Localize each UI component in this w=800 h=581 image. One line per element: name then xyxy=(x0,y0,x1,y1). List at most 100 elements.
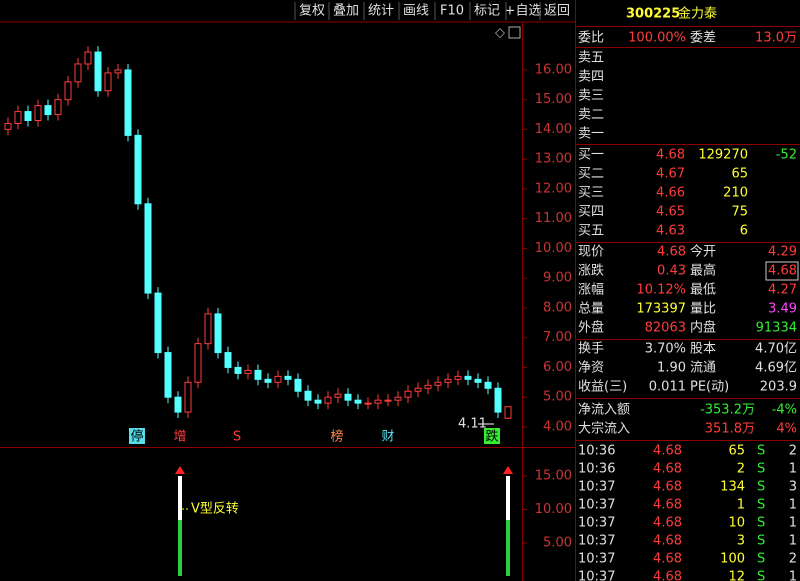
candle-body xyxy=(154,292,162,354)
candle-body xyxy=(464,375,472,380)
stat-label: 股本 xyxy=(690,342,716,357)
trade-cell: S xyxy=(757,462,765,477)
candle-body xyxy=(434,381,442,386)
candle-body xyxy=(214,313,222,354)
bid-label: 买二 xyxy=(578,167,604,182)
toolbar-button[interactable]: F10 xyxy=(440,4,464,19)
candle-body xyxy=(74,63,82,83)
bid-value: 4.68 xyxy=(656,148,685,163)
bid-value: -52 xyxy=(776,148,797,163)
trade-cell: 1 xyxy=(789,570,797,581)
candle-body xyxy=(124,69,132,136)
diamond-icon[interactable]: ◇ xyxy=(495,26,505,41)
stat-value: 91334 xyxy=(756,321,797,336)
y-tick-label: 5.00 xyxy=(543,390,572,405)
candle-body xyxy=(64,81,72,101)
trade-cell: S xyxy=(757,516,765,531)
stat-value: 4.68 xyxy=(768,264,797,279)
toolbar-button[interactable]: +自选 xyxy=(505,4,542,19)
candle-body xyxy=(244,369,252,374)
candle-body xyxy=(4,122,12,130)
event-marker: S xyxy=(233,430,241,445)
trade-cell: 10 xyxy=(728,516,745,531)
trade-cell: 1 xyxy=(737,498,745,513)
ask-label: 卖二 xyxy=(578,108,604,123)
y-tick-label: 4.00 xyxy=(543,419,572,434)
candle-body xyxy=(174,396,182,413)
trade-cell: 2 xyxy=(789,444,797,459)
candle-body xyxy=(304,390,312,401)
stat-value: 82063 xyxy=(645,321,686,336)
toolbar-button[interactable]: 复权 xyxy=(299,3,325,19)
y-tick-label: 9.00 xyxy=(543,271,572,286)
stat-value: 1.90 xyxy=(657,361,686,376)
bid-value: 75 xyxy=(731,205,748,220)
row-value: 100.00% xyxy=(628,31,686,46)
candle-body xyxy=(54,99,62,116)
bid-value: 4.63 xyxy=(656,224,685,239)
row-value: 13.0万 xyxy=(755,31,797,46)
candle-body xyxy=(284,375,292,380)
event-marker: 财 xyxy=(381,430,394,445)
stat-value: 3.49 xyxy=(768,302,797,317)
trade-cell: S xyxy=(757,570,765,581)
candle-body xyxy=(384,399,392,402)
toolbar-button[interactable]: 叠加 xyxy=(333,4,359,19)
trade-cell: S xyxy=(757,444,765,459)
stat-label: 最高 xyxy=(690,263,716,279)
event-marker: 榜 xyxy=(330,429,343,445)
event-marker: 停 xyxy=(130,429,143,445)
stat-label: 涨跌 xyxy=(578,263,604,279)
trade-cell: 3 xyxy=(789,480,797,495)
stat-label: 外盘 xyxy=(578,320,604,336)
candle-body xyxy=(454,375,462,380)
y-tick-label: 15.00 xyxy=(535,92,572,107)
trade-cell: 4.68 xyxy=(653,480,682,495)
stat-label: PE(动) xyxy=(690,380,729,395)
candle-body xyxy=(134,134,142,205)
candle-body xyxy=(414,387,422,392)
stock-name: 金力泰 xyxy=(678,6,717,22)
candle-body xyxy=(334,393,342,398)
toolbar-button[interactable]: 返回 xyxy=(544,4,570,19)
trade-cell: 4.68 xyxy=(653,498,682,513)
trade-cell: 100 xyxy=(720,552,745,567)
highlight-box xyxy=(765,261,799,281)
flow-value: 351.8万 xyxy=(705,422,755,437)
candle-body xyxy=(224,352,232,368)
ask-label: 卖三 xyxy=(578,89,604,104)
trade-cell: 10:37 xyxy=(578,570,615,581)
trade-cell: 1 xyxy=(789,462,797,477)
y-tick-label: 15.00 xyxy=(535,469,572,484)
y-tick-label: 11.00 xyxy=(535,211,572,226)
candle-body xyxy=(504,406,512,419)
y-tick-label: 13.00 xyxy=(535,152,572,167)
toolbar-button[interactable]: 画线 xyxy=(403,4,429,19)
toolbar-button[interactable]: 统计 xyxy=(368,4,394,19)
bid-value: 6 xyxy=(740,224,748,239)
stock-code: 300225 xyxy=(626,7,680,22)
candle-body xyxy=(474,378,482,383)
candle-body xyxy=(324,396,332,404)
y-tick-label: 10.00 xyxy=(535,241,572,256)
bid-label: 买一 xyxy=(578,148,604,163)
candle-body xyxy=(114,69,122,74)
stat-label: 现价 xyxy=(578,245,604,260)
candle-body xyxy=(264,378,272,383)
candle-body xyxy=(274,375,282,383)
ask-label: 卖五 xyxy=(578,51,604,66)
signal-arrow xyxy=(503,466,513,474)
stat-value: 4.29 xyxy=(768,245,797,260)
ask-label: 卖一 xyxy=(578,127,604,142)
stat-value: 3.70% xyxy=(645,342,686,357)
trade-cell: S xyxy=(757,480,765,495)
trade-cell: 2 xyxy=(789,552,797,567)
stat-value: 173397 xyxy=(636,302,686,317)
stat-value: 4.69亿 xyxy=(755,361,797,376)
window-button[interactable] xyxy=(508,26,521,39)
toolbar-button[interactable]: 标记 xyxy=(474,4,500,19)
candle-body xyxy=(94,51,102,92)
candle-body xyxy=(444,378,452,383)
flow-label: 大宗流入 xyxy=(578,421,630,437)
